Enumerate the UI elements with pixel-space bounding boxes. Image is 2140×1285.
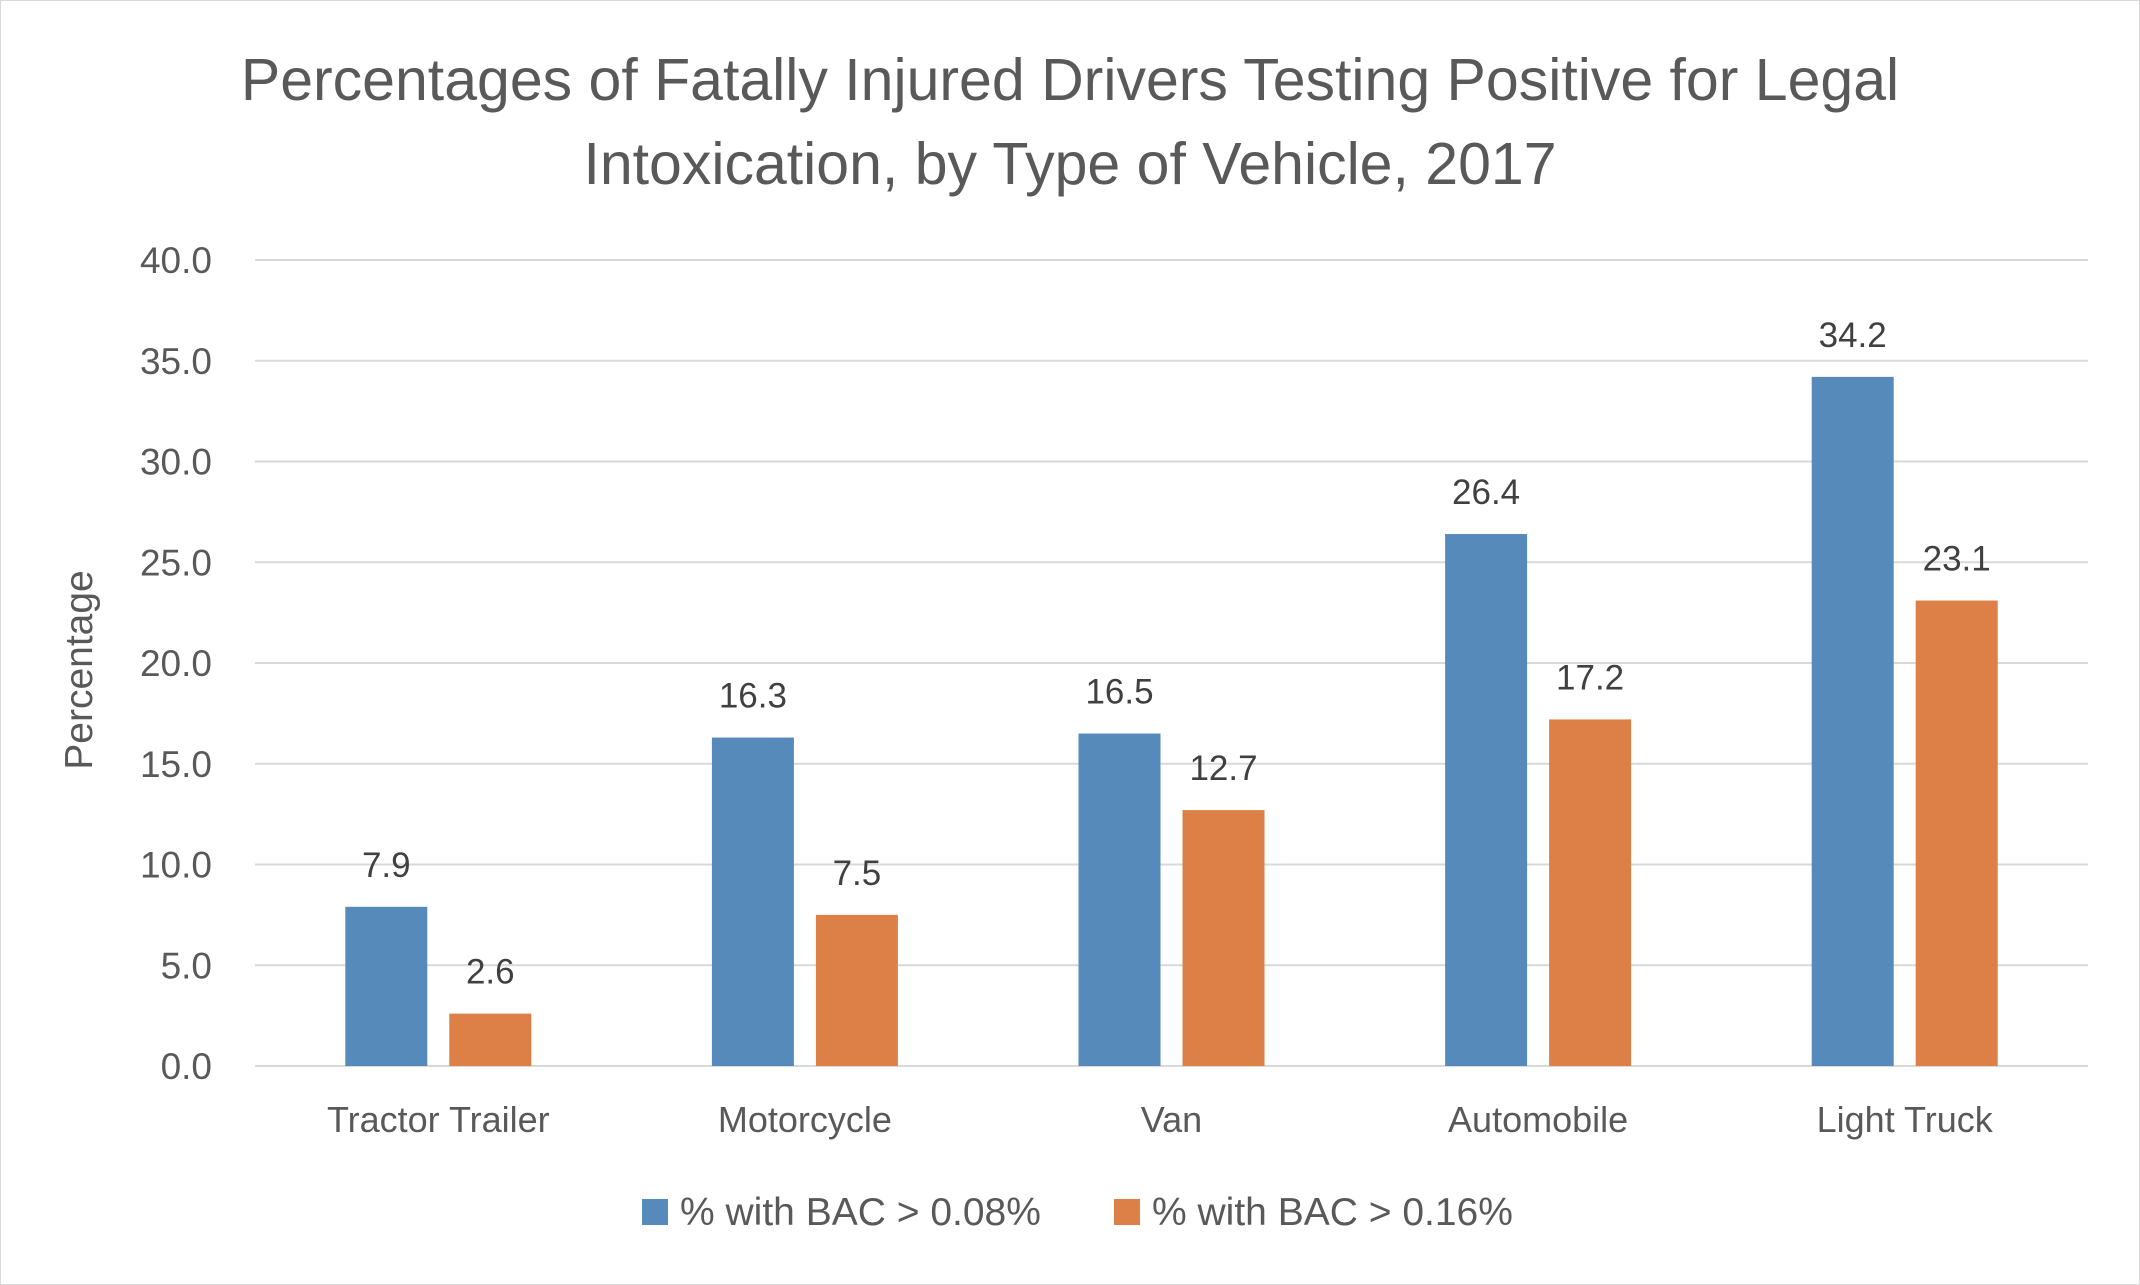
data-label: 26.4	[1452, 473, 1520, 512]
bar-bac-008	[711, 737, 794, 1066]
legend-label: % with BAC > 0.16%	[1152, 1191, 1513, 1234]
chart-title-line-2: Intoxication, by Type of Vehicle, 2017	[583, 131, 1556, 197]
bar-bac-008	[1078, 733, 1161, 1066]
bar-bac-016	[1182, 810, 1265, 1066]
bar-bac-016	[449, 1013, 532, 1066]
y-tick-label: 5.0	[161, 945, 212, 986]
data-label: 2.6	[466, 953, 515, 992]
bar-bac-016	[815, 914, 898, 1066]
legend-label: % with BAC > 0.08%	[680, 1191, 1041, 1234]
data-label: 7.9	[362, 846, 411, 885]
category-label: Light Truck	[1817, 1099, 1994, 1140]
data-label: 16.5	[1085, 673, 1153, 712]
data-label: 23.1	[1923, 540, 1991, 579]
chart-title-line-1: Percentages of Fatally Injured Drivers T…	[241, 47, 1899, 113]
legend-swatch	[1114, 1199, 1140, 1225]
data-label: 34.2	[1819, 316, 1887, 355]
y-tick-label: 25.0	[140, 542, 212, 583]
category-label: Tractor Trailer	[327, 1099, 550, 1140]
y-tick-label: 10.0	[140, 845, 212, 886]
data-label: 12.7	[1189, 749, 1257, 788]
bar-bac-016	[1915, 600, 1998, 1066]
y-tick-label: 20.0	[140, 643, 212, 684]
bar-bac-008	[345, 906, 428, 1066]
y-tick-label: 0.0	[161, 1046, 212, 1087]
data-label: 7.5	[833, 854, 882, 893]
y-tick-label: 30.0	[140, 442, 212, 483]
bar-bac-008	[1811, 376, 1894, 1066]
data-label: 17.2	[1556, 658, 1624, 697]
category-label: Automobile	[1448, 1099, 1628, 1140]
category-label: Motorcycle	[718, 1099, 892, 1140]
legend-swatch	[642, 1199, 668, 1225]
data-label: 16.3	[719, 677, 787, 716]
y-tick-label: 35.0	[140, 341, 212, 382]
bar-bac-008	[1445, 534, 1528, 1066]
y-axis-title: Percentage	[58, 570, 101, 769]
bar-bac-016	[1549, 719, 1632, 1066]
category-label: Van	[1141, 1099, 1202, 1140]
y-tick-label: 40.0	[140, 240, 212, 281]
y-tick-label: 15.0	[140, 744, 212, 785]
